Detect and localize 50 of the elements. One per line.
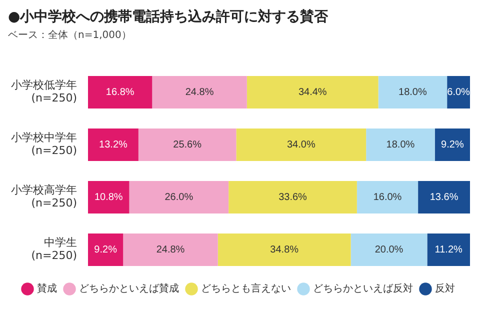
data-label: 20.0%: [374, 244, 404, 256]
bar: [427, 233, 470, 266]
data-label: 9.2%: [94, 244, 118, 256]
data-label: 24.8%: [185, 87, 214, 98]
bar: [138, 128, 236, 162]
data-label: 16.8%: [106, 87, 134, 98]
bar: [88, 76, 152, 109]
data-label: 34.8%: [270, 244, 299, 256]
data-label: 16.0%: [373, 192, 402, 203]
bar: [88, 180, 130, 214]
data-label: 13.6%: [430, 192, 458, 203]
bar: [356, 180, 418, 214]
data-label: 18.0%: [398, 87, 427, 98]
bar: [88, 233, 124, 266]
legend-label: どちらとも言えない: [201, 282, 291, 295]
y-tick-label: 中学生 (n=250): [31, 236, 77, 262]
legend-label: 反対: [435, 282, 455, 295]
data-label: 25.6%: [173, 140, 202, 150]
legend-label: どちらかといえば反対: [313, 282, 413, 295]
bar: [350, 233, 428, 266]
legend-label: 賛成: [37, 282, 57, 295]
data-label: 6.0%: [447, 87, 470, 98]
bar: [434, 128, 470, 162]
data-label: 11.2%: [434, 244, 463, 256]
data-label: 9.2%: [441, 140, 464, 150]
data-label: 18.0%: [386, 140, 415, 150]
y-tick-label: 小学校低学年 (n=250): [11, 78, 77, 105]
y-tick-label: 小学校高学年 (n=250): [11, 184, 77, 210]
data-label: 26.0%: [164, 192, 194, 203]
bar: [366, 128, 435, 162]
bar: [218, 233, 351, 266]
bar: [228, 180, 357, 214]
bar: [246, 76, 378, 109]
legend-label: どちらかといえば賛成: [79, 282, 179, 295]
chart-subtitle: ベース：全体（n=1,000）: [8, 29, 132, 42]
bar: [88, 128, 138, 162]
data-label: 13.2%: [99, 140, 128, 150]
chart-title: ●小中学校への携帯電話持ち込み許可に対する賛否: [8, 8, 330, 26]
bar: [236, 128, 366, 162]
data-label: 24.8%: [156, 244, 185, 256]
bar: [418, 180, 470, 214]
data-label: 33.6%: [278, 192, 308, 203]
bar: [378, 76, 448, 109]
bar: [152, 76, 247, 109]
bar: [123, 233, 218, 266]
y-tick-label: 小学校中学年 (n=250): [11, 131, 77, 158]
data-label: 34.4%: [298, 87, 327, 98]
data-label: 34.0%: [286, 140, 316, 150]
bar: [129, 180, 229, 214]
data-label: 10.8%: [94, 192, 123, 203]
